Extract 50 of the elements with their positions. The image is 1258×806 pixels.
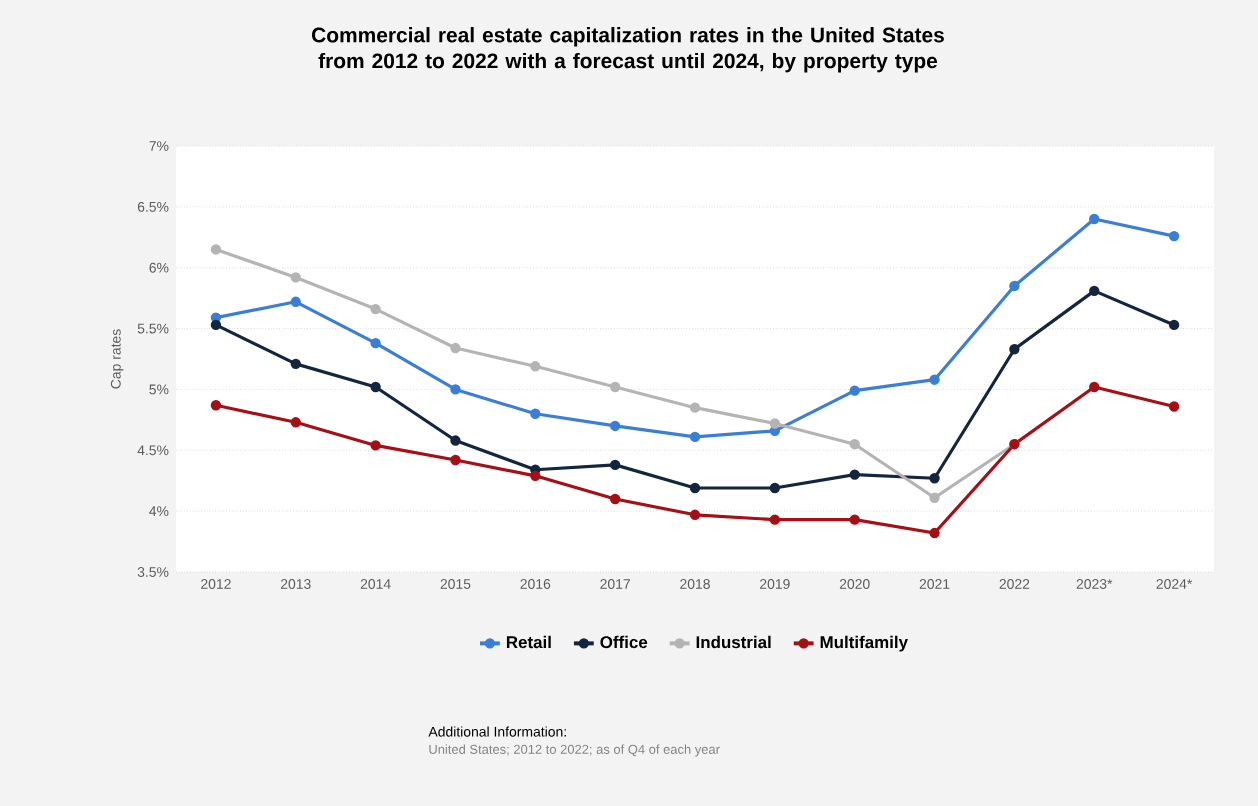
point <box>1168 230 1180 242</box>
point <box>689 482 701 494</box>
legend-label: Multifamily <box>820 635 908 652</box>
point <box>1168 319 1180 331</box>
point <box>689 509 701 520</box>
point <box>290 358 301 370</box>
legend-label: Retail <box>506 635 551 649</box>
point <box>849 385 860 396</box>
point <box>530 470 541 482</box>
point <box>450 384 461 395</box>
chart-title: Commercial real estate capitalization rates in the United States from 2012 to 2022 with a forecast until 2024, by property type <box>312 27 944 73</box>
point <box>210 400 222 411</box>
point <box>1009 344 1020 355</box>
point <box>450 454 461 466</box>
point <box>929 527 940 539</box>
point <box>1009 280 1020 292</box>
point <box>210 319 222 331</box>
point <box>849 514 860 525</box>
point <box>450 342 461 354</box>
point <box>929 374 940 385</box>
point <box>530 361 541 372</box>
point <box>1089 285 1100 297</box>
point <box>609 381 621 393</box>
point <box>1089 213 1100 225</box>
point <box>689 402 701 413</box>
point <box>290 417 301 428</box>
point <box>370 337 381 349</box>
point <box>849 439 860 450</box>
point <box>609 420 621 432</box>
point <box>609 493 621 505</box>
point <box>769 482 781 494</box>
legend-label: Industrial <box>696 635 771 649</box>
point <box>530 408 541 419</box>
point <box>450 435 461 446</box>
point <box>370 440 381 451</box>
legend-label: Office <box>600 635 648 649</box>
point <box>769 418 781 429</box>
point <box>1089 381 1100 393</box>
point <box>370 381 381 393</box>
point <box>929 473 940 484</box>
point <box>609 459 621 471</box>
point <box>290 272 301 283</box>
point <box>210 244 222 255</box>
point <box>1168 401 1180 412</box>
point <box>849 469 860 480</box>
point <box>929 492 940 503</box>
point <box>290 296 301 307</box>
point <box>370 303 381 315</box>
point <box>689 431 701 443</box>
point <box>769 514 781 525</box>
